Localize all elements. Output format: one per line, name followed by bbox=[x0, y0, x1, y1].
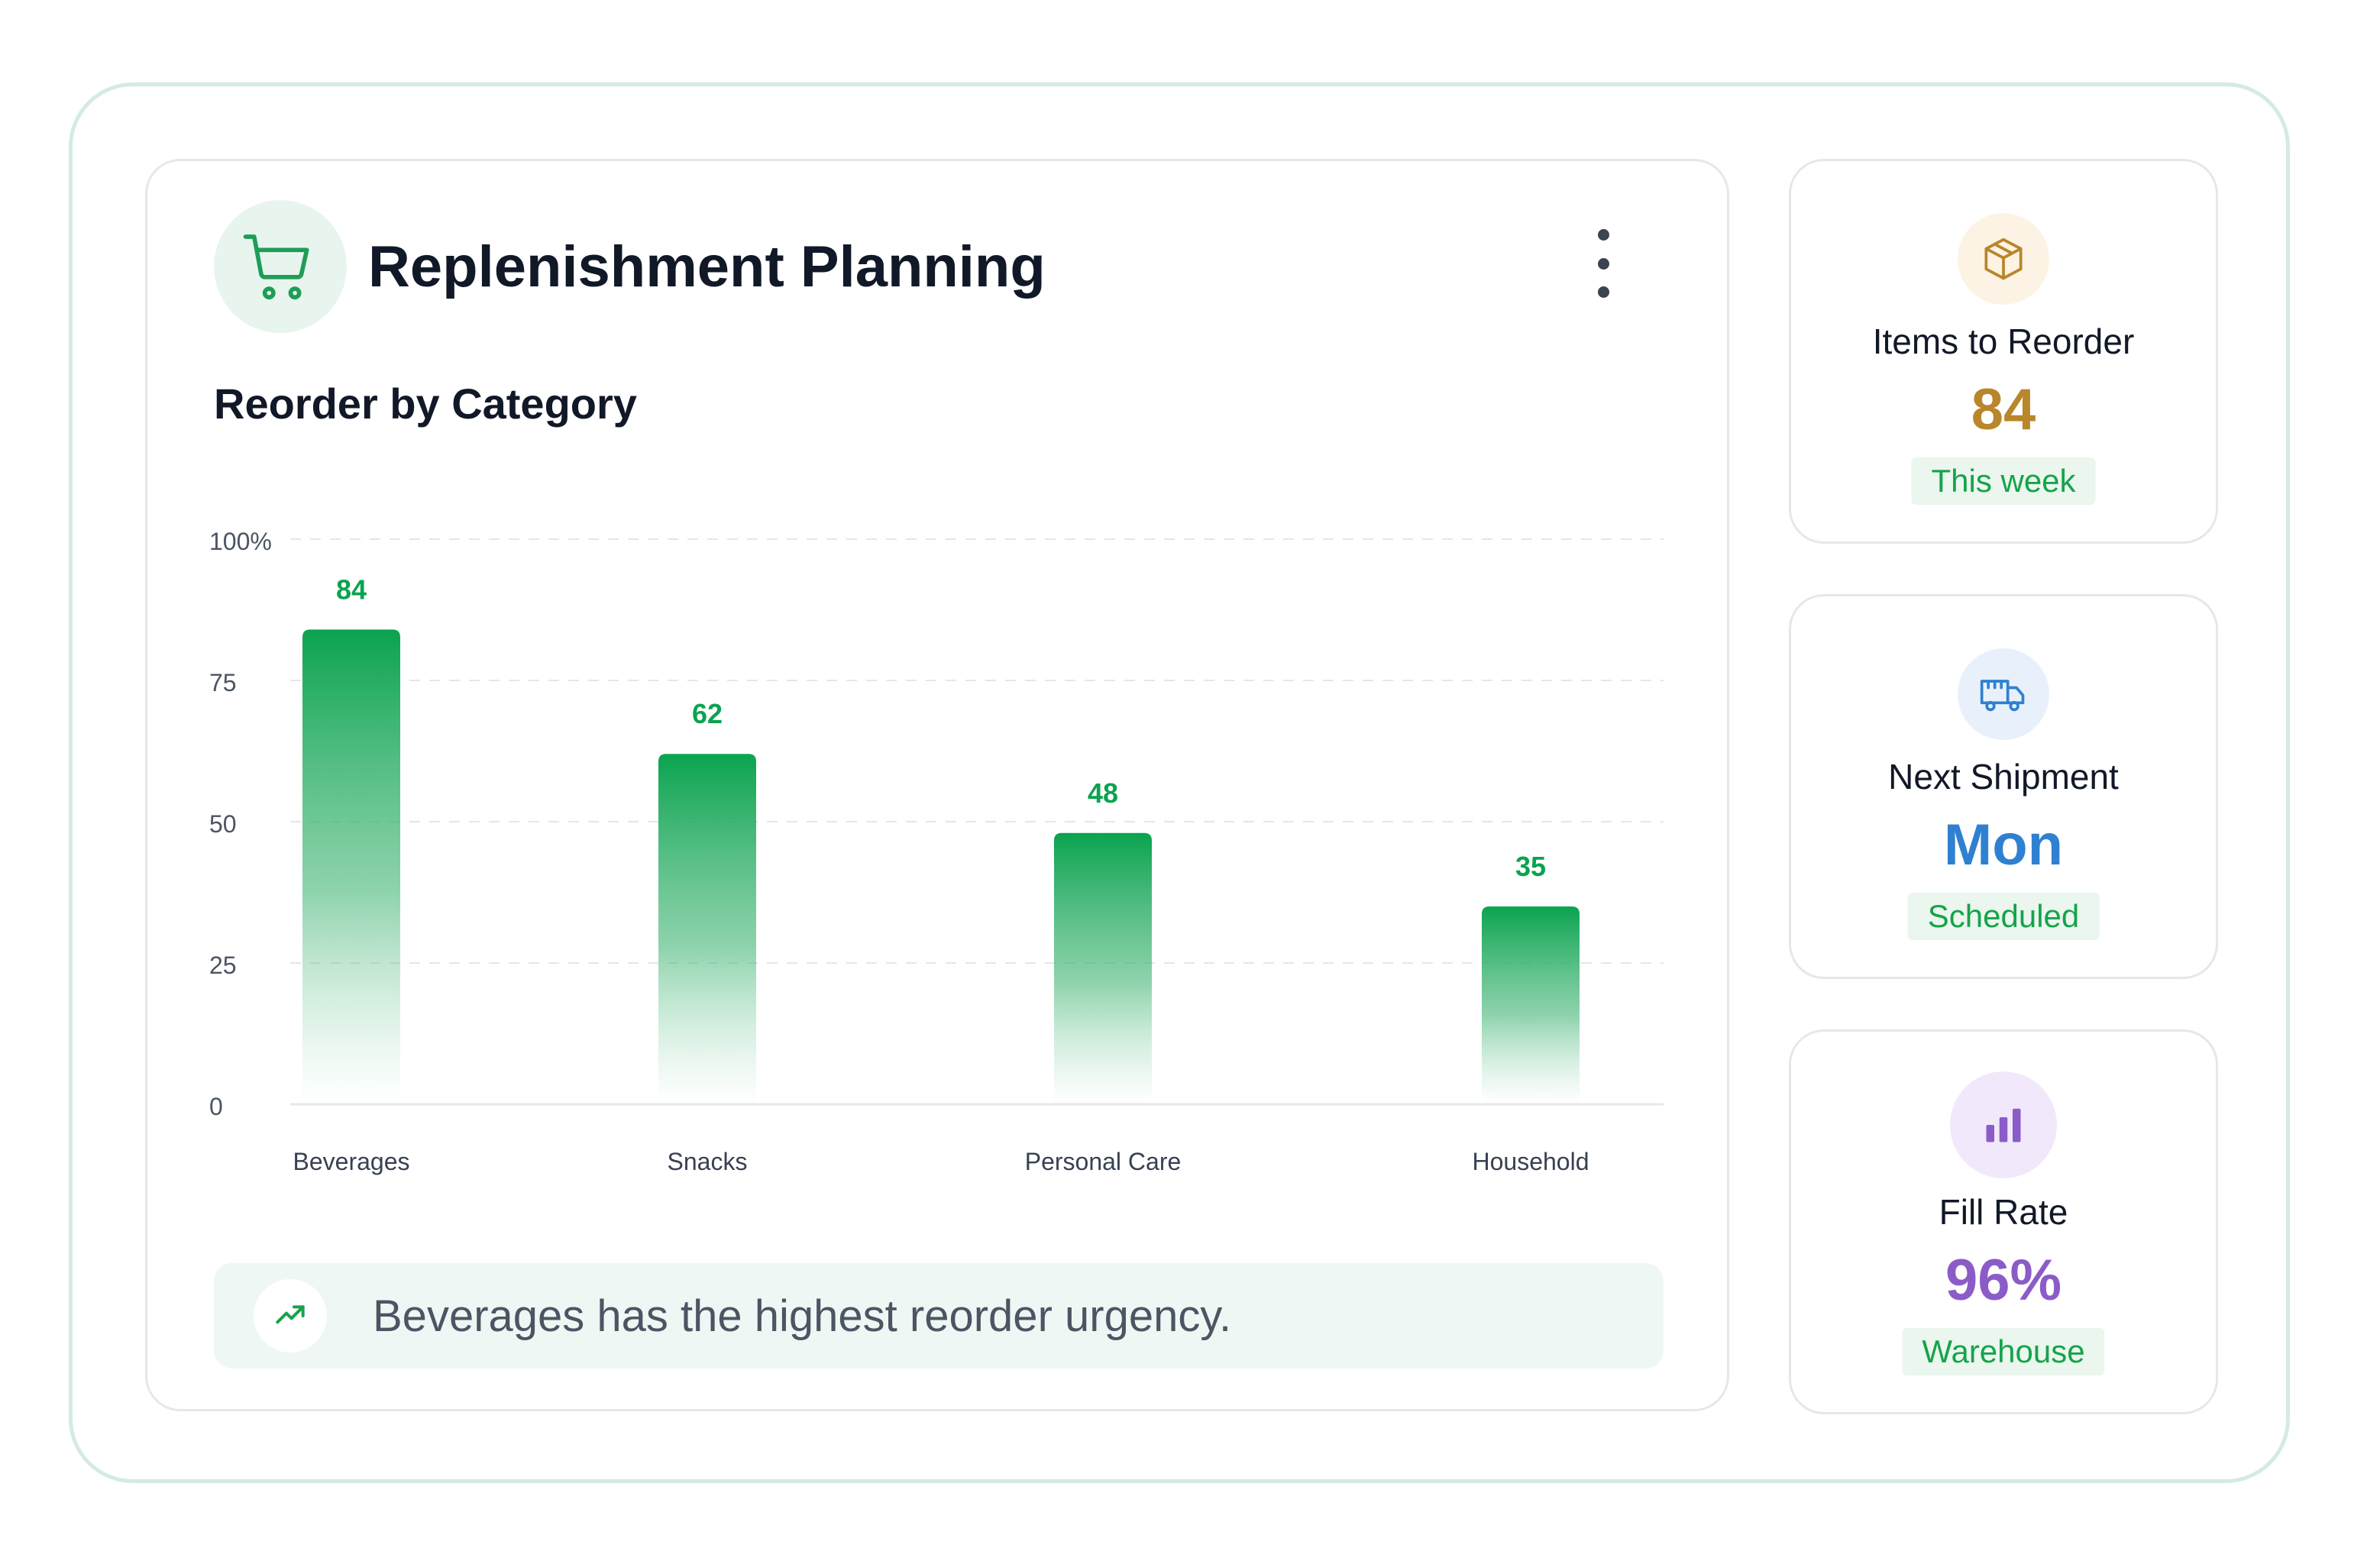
stat-value: 84 bbox=[1971, 377, 2036, 442]
stat-card-items-to-reorder: Items to Reorder 84 This week bbox=[1789, 159, 2218, 544]
shopping-cart-icon bbox=[214, 200, 347, 333]
stat-value: Mon bbox=[1943, 813, 2064, 877]
replenishment-card bbox=[145, 159, 1729, 1411]
status-badge: This week bbox=[1911, 457, 2096, 505]
stat-value: 96% bbox=[1945, 1248, 2062, 1313]
trending-up-icon bbox=[254, 1279, 327, 1352]
truck-icon bbox=[1958, 648, 2049, 740]
bar-chart-icon bbox=[1950, 1071, 2057, 1178]
stat-card-fill-rate: Fill Rate 96% Warehouse bbox=[1789, 1029, 2218, 1414]
stat-label: Items to Reorder bbox=[1872, 322, 2135, 361]
stat-label: Fill Rate bbox=[1939, 1192, 2068, 1232]
status-badge: Warehouse bbox=[1902, 1328, 2105, 1375]
page-title: Replenishment Planning bbox=[368, 234, 1046, 299]
chart-title: Reorder by Category bbox=[214, 380, 637, 428]
more-vertical-icon[interactable] bbox=[1584, 229, 1622, 298]
status-badge: Scheduled bbox=[1907, 893, 2100, 940]
package-icon bbox=[1958, 213, 2049, 305]
stat-card-next-shipment: Next Shipment Mon Scheduled bbox=[1789, 594, 2218, 979]
insight-text: Beverages has the highest reorder urgenc… bbox=[373, 1291, 1232, 1341]
insight-banner: Beverages has the highest reorder urgenc… bbox=[214, 1263, 1664, 1368]
stat-label: Next Shipment bbox=[1888, 757, 2119, 797]
